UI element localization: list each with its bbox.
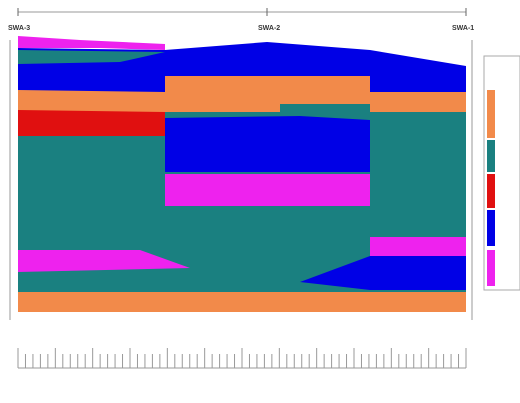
well-label: SWA-1 bbox=[452, 25, 474, 32]
well-label: SWA-3 bbox=[8, 25, 30, 32]
layer-teal-lens bbox=[280, 104, 370, 116]
layer-orange-bottom bbox=[18, 292, 466, 312]
layer-magenta-top bbox=[18, 36, 165, 50]
layer-magenta-right bbox=[370, 237, 466, 256]
cross-section: SWA-3 SWA-2 SWA-1 bbox=[0, 0, 520, 403]
layer-red bbox=[18, 110, 165, 136]
layer-blue-mid bbox=[165, 116, 370, 172]
scale-ruler bbox=[18, 348, 466, 368]
legend-swatch bbox=[487, 90, 495, 138]
legend-swatch bbox=[487, 210, 495, 246]
legend bbox=[484, 56, 520, 290]
legend-swatch bbox=[487, 174, 495, 208]
legend-swatch bbox=[487, 250, 495, 286]
layer-magenta-mid bbox=[165, 174, 370, 206]
legend-swatch bbox=[487, 140, 495, 172]
well-label: SWA-2 bbox=[258, 25, 280, 32]
layers bbox=[18, 36, 466, 312]
